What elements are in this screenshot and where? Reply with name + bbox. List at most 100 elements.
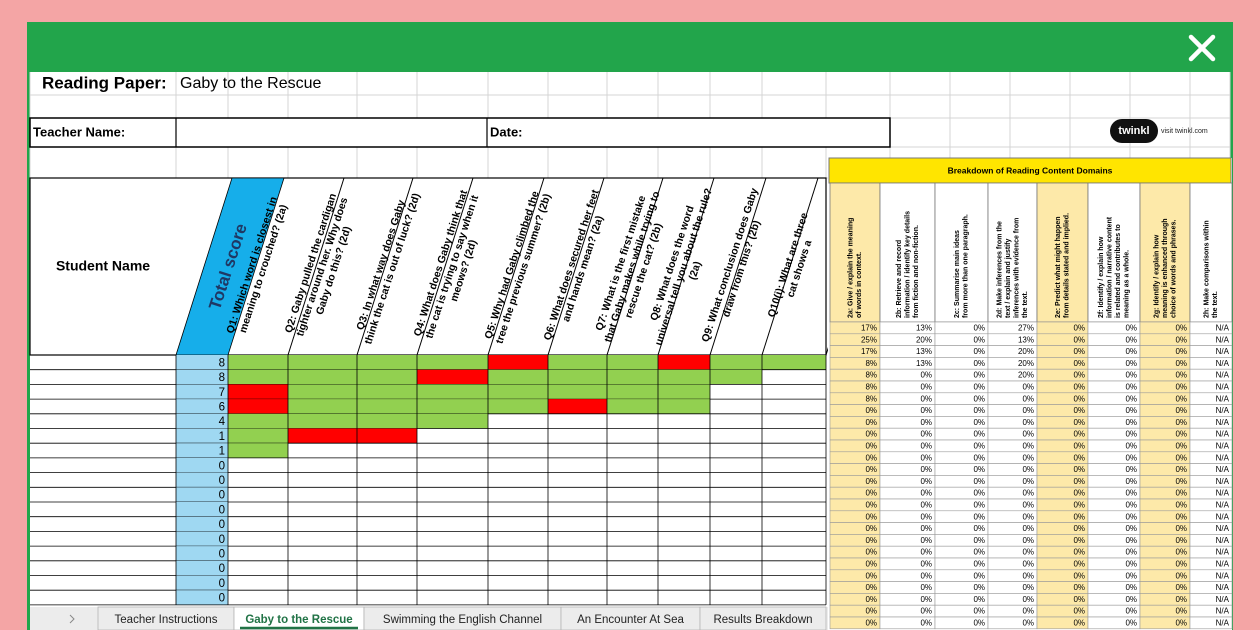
breakdown-value: N/A <box>1216 512 1230 521</box>
answer-cell <box>228 384 288 400</box>
total-score: 0 <box>219 548 225 560</box>
header-divider <box>287 177 345 356</box>
header-divider <box>606 177 664 356</box>
tab-label[interactable]: Results Breakdown <box>713 614 812 626</box>
breakdown-value: 0% <box>920 406 932 415</box>
breakdown-value: 25% <box>861 335 877 344</box>
domain-header: 2e: Predict what might happen from detail… <box>1055 213 1071 318</box>
breakdown-value: N/A <box>1216 524 1230 533</box>
breakdown-value: 0% <box>1073 359 1085 368</box>
breakdown-value: N/A <box>1216 583 1230 592</box>
score-cell <box>176 369 228 385</box>
answer-cell <box>548 369 607 385</box>
answer-cell <box>488 369 548 385</box>
score-cell <box>176 384 228 400</box>
breakdown-value: 0% <box>1022 442 1034 451</box>
score-cell <box>176 399 228 414</box>
close-button[interactable] <box>1188 34 1216 62</box>
breakdown-value: 0% <box>1175 324 1187 333</box>
breakdown-value: 0% <box>1175 359 1187 368</box>
breakdown-value: 0% <box>1175 347 1187 356</box>
answer-cell <box>417 384 488 400</box>
total-score: 0 <box>219 593 225 605</box>
answer-cell <box>417 413 488 429</box>
breakdown-value: 0% <box>920 394 932 403</box>
breakdown-value: 0% <box>1073 595 1085 604</box>
answer-cell <box>710 355 762 370</box>
breakdown-value: 0% <box>973 371 985 380</box>
domain-header-line: from details stated and implied. <box>1064 213 1071 318</box>
header-block <box>29 177 827 356</box>
score-cell <box>176 428 228 444</box>
breakdown-value: 0% <box>973 607 985 616</box>
domain-header: 2g: Identify / explain how meaning is enh… <box>1153 218 1177 318</box>
domain-header: 2h: Make comparisons within the text. <box>1204 220 1220 318</box>
breakdown-value: 0% <box>1175 619 1187 628</box>
domain-header-cell <box>1087 182 1141 323</box>
domain-header-cell <box>879 182 936 323</box>
close-icon <box>1188 34 1216 62</box>
domain-header-line: 2e: Predict what might happen <box>1055 216 1062 318</box>
breakdown-value: N/A <box>1216 430 1230 439</box>
breakdown-value: 0% <box>1022 607 1034 616</box>
breakdown-value: 0% <box>920 524 932 533</box>
domain-header-cell <box>987 182 1038 323</box>
breakdown-value: 0% <box>865 524 877 533</box>
breakdown-value: 27% <box>1018 324 1034 333</box>
breakdown-value: 0% <box>920 418 932 427</box>
answer-cell <box>357 384 417 400</box>
breakdown-value: 0% <box>1125 501 1137 510</box>
breakdown-value: 0% <box>920 595 932 604</box>
tab-arrow[interactable] <box>69 614 75 624</box>
breakdown-value: 0% <box>1125 595 1137 604</box>
logo-link[interactable]: visit twinkl.com <box>1161 128 1208 135</box>
breakdown-value: 0% <box>1022 430 1034 439</box>
breakdown-value: 0% <box>973 430 985 439</box>
tab-label[interactable]: Teacher Instructions <box>115 614 218 626</box>
tab-label[interactable]: Gaby to the Rescue <box>245 614 352 626</box>
breakdown-value: 0% <box>1022 477 1034 486</box>
breakdown-value: 13% <box>916 324 932 333</box>
breakdown-value: 0% <box>1073 583 1085 592</box>
sheet-tab[interactable] <box>699 606 827 630</box>
breakdown-value: 0% <box>1022 619 1034 628</box>
answer-cell <box>607 399 658 414</box>
breakdown-value: 0% <box>1175 583 1187 592</box>
header-divider <box>547 177 605 356</box>
breakdown-value: 0% <box>1022 465 1034 474</box>
breakdown-value: 0% <box>1073 430 1085 439</box>
score-cell <box>176 560 228 576</box>
breakdown-value: N/A <box>1216 453 1230 462</box>
question-header-line: (2a) <box>687 260 704 281</box>
breakdown-value: N/A <box>1216 371 1230 380</box>
score-cell <box>176 531 228 547</box>
answer-cell <box>228 399 288 414</box>
breakdown-value: 0% <box>920 607 932 616</box>
tab-label[interactable]: Swimming the English Channel <box>383 614 542 626</box>
domain-header: 2b: Retrieve and record information / ide… <box>896 211 920 318</box>
answer-cell <box>607 355 658 370</box>
breakdown-value: 0% <box>1175 442 1187 451</box>
domain-header-line: 2h: Make comparisons within <box>1204 220 1211 318</box>
breakdown-value: N/A <box>1216 595 1230 604</box>
breakdown-value: 0% <box>1125 394 1137 403</box>
total-score: 0 <box>219 519 225 531</box>
breakdown-value: N/A <box>1216 560 1230 569</box>
answer-cell <box>288 413 357 429</box>
breakdown-value: 0% <box>1073 383 1085 392</box>
total-score: 0 <box>219 563 225 575</box>
breakdown-value: 0% <box>1125 512 1137 521</box>
tab-label[interactable]: An Encounter At Sea <box>577 614 684 626</box>
header-divider <box>416 177 474 356</box>
breakdown-value: 0% <box>1022 595 1034 604</box>
breakdown-value: 0% <box>1175 607 1187 616</box>
breakdown-value: N/A <box>1216 477 1230 486</box>
breakdown-value: N/A <box>1216 418 1230 427</box>
answer-cell <box>548 355 607 370</box>
total-score: 6 <box>219 401 225 413</box>
header-divider <box>487 177 545 356</box>
breakdown-value: 0% <box>973 383 985 392</box>
breakdown-value: 0% <box>1125 619 1137 628</box>
breakdown-value: 0% <box>920 442 932 451</box>
breakdown-value: 0% <box>865 442 877 451</box>
